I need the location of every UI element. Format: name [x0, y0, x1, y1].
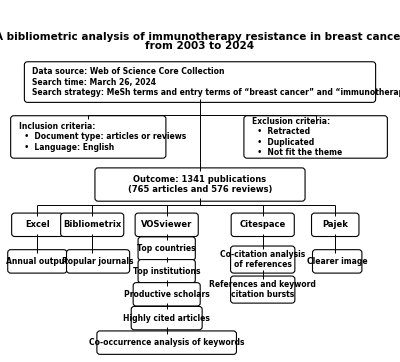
Text: Clearer image: Clearer image — [307, 257, 368, 266]
FancyBboxPatch shape — [133, 283, 200, 306]
Text: References and keyword
citation bursts: References and keyword citation bursts — [209, 280, 316, 299]
Text: Highly cited articles: Highly cited articles — [123, 313, 210, 323]
FancyBboxPatch shape — [61, 213, 124, 236]
FancyBboxPatch shape — [312, 213, 359, 236]
FancyBboxPatch shape — [11, 116, 166, 158]
Text: Data source: Web of Science Core Collection
Search time: March 26, 2024
Search s: Data source: Web of Science Core Collect… — [32, 67, 400, 97]
FancyBboxPatch shape — [95, 168, 305, 201]
FancyBboxPatch shape — [230, 246, 295, 273]
FancyBboxPatch shape — [244, 116, 387, 158]
FancyBboxPatch shape — [131, 306, 202, 330]
FancyBboxPatch shape — [12, 213, 63, 236]
FancyBboxPatch shape — [138, 260, 195, 283]
Text: Pajek: Pajek — [322, 220, 348, 229]
Text: Exclusion criteria:
  •  Retracted
  •  Duplicated
  •  Not fit the theme: Exclusion criteria: • Retracted • Duplic… — [252, 117, 342, 157]
Text: A bibliometric analysis of immunotherapy resistance in breast cancer: A bibliometric analysis of immunotherapy… — [0, 32, 400, 42]
Text: Bibliometrix: Bibliometrix — [63, 220, 121, 229]
FancyBboxPatch shape — [24, 62, 376, 102]
Text: Co-occurrence analysis of keywords: Co-occurrence analysis of keywords — [89, 338, 244, 347]
Text: Excel: Excel — [25, 220, 50, 229]
FancyBboxPatch shape — [230, 276, 295, 303]
FancyBboxPatch shape — [138, 237, 195, 260]
Text: Popular journals: Popular journals — [62, 257, 134, 266]
FancyBboxPatch shape — [231, 213, 294, 236]
FancyBboxPatch shape — [8, 250, 67, 273]
Text: Inclusion criteria:
  •  Document type: articles or reviews
  •  Language: Engli: Inclusion criteria: • Document type: art… — [18, 122, 186, 152]
Text: VOSviewer: VOSviewer — [141, 220, 192, 229]
Text: Top countries: Top countries — [137, 244, 196, 253]
Text: Productive scholars: Productive scholars — [124, 290, 210, 299]
FancyBboxPatch shape — [135, 213, 198, 236]
FancyBboxPatch shape — [312, 250, 362, 273]
Text: Annual output: Annual output — [6, 257, 68, 266]
Text: from 2003 to 2024: from 2003 to 2024 — [146, 41, 254, 51]
Text: Co-citation analysis
of references: Co-citation analysis of references — [220, 250, 305, 269]
Text: Citespace: Citespace — [240, 220, 286, 229]
Text: Outcome: 1341 publications
(765 articles and 576 reviews): Outcome: 1341 publications (765 articles… — [128, 175, 272, 194]
FancyBboxPatch shape — [97, 331, 236, 354]
Text: Top institutions: Top institutions — [133, 267, 200, 276]
FancyBboxPatch shape — [66, 250, 130, 273]
